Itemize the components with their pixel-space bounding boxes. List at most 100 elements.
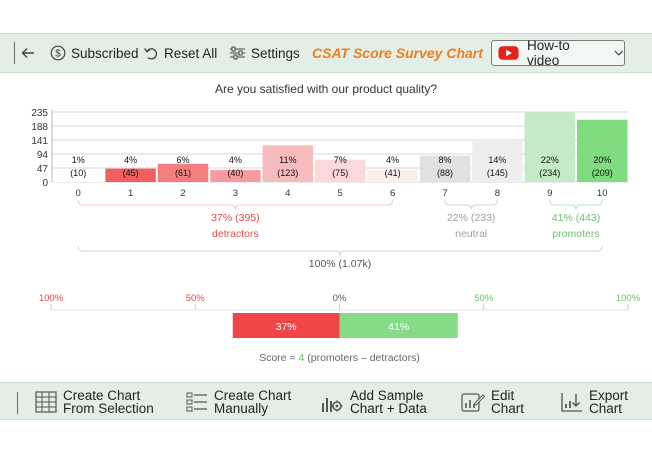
bar-count-label: (123)	[277, 168, 298, 178]
bar	[105, 168, 156, 182]
scale-tick-label: 100%	[616, 293, 641, 304]
export-chart-line1: Export	[589, 388, 629, 403]
scale-tick-label: 0%	[333, 293, 347, 304]
bar-percent-label: 22%	[541, 155, 559, 165]
bar-count-label: (234)	[539, 168, 560, 178]
bar	[524, 112, 575, 182]
score-value: 4	[299, 352, 305, 364]
scale-tick-label: 100%	[39, 293, 64, 304]
x-tick-label: 10	[597, 188, 608, 199]
total-responses-label: 100% (1.07k)	[309, 258, 371, 270]
bar	[367, 169, 418, 182]
undo-icon	[143, 48, 157, 60]
bar	[472, 138, 523, 182]
bar-count-label: (10)	[70, 168, 86, 178]
bar-count-label: (209)	[592, 168, 613, 178]
table-grid-icon	[35, 391, 57, 413]
reset-all-button[interactable]: Reset All	[143, 34, 217, 72]
total-brace	[77, 245, 603, 257]
edit-chart-line2: Chart	[491, 401, 525, 416]
x-tick-label: 0	[76, 188, 81, 199]
reset-all-label: Reset All	[164, 45, 218, 61]
x-tick-label: 7	[442, 188, 447, 199]
csat-chart: 235188141944701%(10)04%(45)16%(61)24%(40…	[31, 108, 641, 364]
create-manually-line2: Manually	[214, 401, 269, 416]
toolbar-divider	[17, 392, 18, 414]
bar-percent-label: 20%	[593, 155, 611, 165]
bar-percent-label: 4%	[386, 155, 399, 165]
x-tick-label: 2	[180, 188, 185, 199]
chart-gear-icon	[322, 398, 343, 412]
x-tick-label: 9	[547, 188, 552, 199]
y-tick-label: 94	[37, 150, 49, 161]
export-chart-line2: Chart	[589, 401, 623, 416]
bar	[419, 155, 471, 182]
export-chart-button[interactable]: Export Chart	[561, 383, 628, 421]
y-tick-label: 188	[31, 122, 48, 133]
bar-count-label: (75)	[332, 168, 348, 178]
edit-chart-button[interactable]: Edit Chart	[461, 383, 524, 421]
bar-percent-label: 6%	[176, 155, 189, 165]
detractors-total-label: 37% (395)	[211, 212, 259, 224]
back-button[interactable]	[20, 34, 41, 72]
add-sample-line2: Chart + Data	[350, 401, 427, 416]
subscribed-button[interactable]: $ Subscribed	[50, 34, 139, 72]
x-tick-label: 8	[495, 188, 500, 199]
bar-percent-label: 14%	[488, 155, 506, 165]
youtube-icon	[498, 46, 519, 60]
detractors-net-label: 37%	[276, 321, 297, 333]
promoters-net-bar	[339, 313, 458, 338]
create-selection-line2: From Selection	[63, 401, 154, 416]
bar-count-label: (61)	[175, 168, 191, 178]
bar-percent-label: 1%	[72, 155, 85, 165]
edit-chart-line1: Edit	[491, 388, 515, 403]
export-icon	[561, 393, 582, 412]
bar-count-label: (45)	[123, 168, 139, 178]
bar-count-label: (40)	[227, 168, 243, 178]
arrow-left-icon	[21, 48, 34, 58]
add-sample-line1: Add Sample	[350, 388, 424, 403]
settings-button[interactable]: Settings	[229, 34, 300, 72]
create-chart-from-selection-button[interactable]: Create Chart From Selection	[35, 383, 154, 421]
score-suffix: (promoters – detractors)	[304, 352, 420, 364]
chart-title: Are you satisfied with our product quali…	[214, 82, 438, 96]
how-to-video-label: How-to video	[527, 38, 570, 68]
promoters-label: promoters	[552, 228, 599, 240]
detractors-label: detractors	[212, 228, 259, 240]
bar	[53, 179, 104, 182]
bar-percent-label: 7%	[334, 155, 347, 165]
bar	[262, 145, 313, 182]
detractors-net-bar	[232, 313, 340, 338]
promoters-net-label: 41%	[388, 321, 409, 333]
bar	[315, 159, 366, 182]
score-text: Score = 4 (promoters – detractors)	[259, 352, 420, 364]
x-tick-label: 6	[390, 188, 395, 199]
bar-percent-label: 4%	[124, 155, 137, 165]
neutral-total-label: 22% (233)	[447, 212, 495, 224]
create-manually-line1: Create Chart	[214, 388, 292, 403]
dollar-circle-icon: $	[50, 45, 66, 61]
bar-percent-label: 4%	[229, 155, 242, 165]
y-tick-label: 47	[37, 164, 49, 175]
add-sample-chart-button[interactable]: Add Sample Chart + Data	[321, 383, 427, 421]
how-to-video-dropdown[interactable]: How-to video	[491, 38, 625, 68]
list-edit-icon	[186, 392, 207, 412]
settings-label: Settings	[251, 45, 300, 61]
top-toolbar: $ Subscribed Reset All Settings CSAT Sco…	[0, 33, 652, 73]
y-tick-label: 0	[42, 178, 48, 189]
bar-count-label: (41)	[385, 168, 401, 178]
detractors-brace	[77, 199, 394, 211]
y-tick-label: 235	[31, 108, 48, 119]
bar	[210, 170, 261, 182]
bar-count-label: (88)	[437, 168, 453, 178]
score-prefix: Score =	[259, 352, 298, 364]
bar-count-label: (145)	[487, 168, 508, 178]
x-tick-label: 4	[285, 188, 290, 199]
x-tick-label: 5	[338, 188, 343, 199]
create-chart-manually-button[interactable]: Create Chart Manually	[186, 383, 291, 421]
chart-edit-icon	[461, 393, 485, 412]
bar	[157, 163, 209, 182]
create-selection-line1: Create Chart	[63, 388, 141, 403]
bar-percent-label: 8%	[438, 155, 451, 165]
scale-tick-label: 50%	[186, 293, 206, 304]
